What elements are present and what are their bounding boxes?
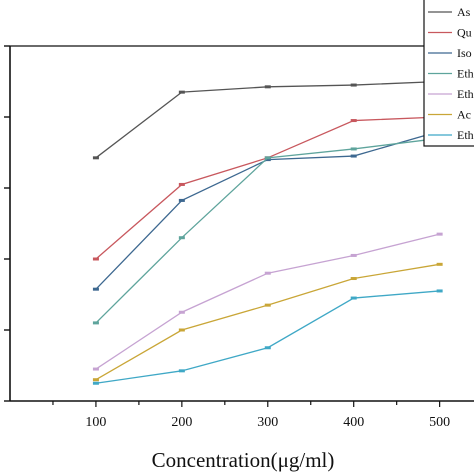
series-line (95, 263, 440, 381)
x-tick-label: 100 (85, 415, 106, 430)
legend-label: Ac (457, 108, 471, 122)
data-point (436, 289, 443, 293)
data-point (350, 147, 357, 151)
plot-frame (9, 45, 474, 402)
data-point (92, 367, 99, 371)
legend-label: Eth (457, 128, 474, 142)
series-4 (92, 136, 443, 325)
data-point (436, 262, 443, 266)
legend-label: Qu (457, 26, 472, 40)
x-axis-ticks: 100 200 300 400 500 (52, 401, 450, 430)
data-point (264, 85, 271, 89)
data-point (350, 296, 357, 300)
y-axis-ticks (4, 45, 10, 402)
data-point (92, 321, 99, 325)
data-point (92, 156, 99, 160)
data-point (350, 277, 357, 281)
data-point (436, 232, 443, 236)
data-point (350, 119, 357, 123)
series-layer (92, 80, 443, 385)
series-line (95, 116, 440, 260)
data-point (350, 83, 357, 87)
series-6 (92, 262, 443, 382)
data-point (92, 257, 99, 261)
data-point (92, 378, 99, 382)
data-point (92, 381, 99, 385)
series-5 (92, 232, 443, 371)
data-point (178, 198, 185, 202)
data-point (178, 328, 185, 332)
x-tick-label: 200 (171, 415, 192, 430)
data-point (178, 236, 185, 240)
data-point (264, 346, 271, 350)
data-point (178, 310, 185, 314)
data-point (264, 271, 271, 275)
data-point (350, 154, 357, 158)
legend-label: Eth (457, 67, 474, 81)
x-tick-label: 400 (343, 415, 364, 430)
data-point (350, 253, 357, 257)
data-point (178, 182, 185, 186)
data-point (264, 158, 271, 162)
x-tick-label: 500 (429, 415, 450, 430)
legend: As Qu Iso Eth Eth Ac Eth (423, 0, 474, 147)
legend-label: Iso (457, 46, 472, 60)
legend-label: Eth (457, 87, 474, 101)
data-point (92, 287, 99, 291)
legend-label: As (457, 5, 471, 19)
x-axis-title: Concentration(μg/ml) (152, 448, 335, 472)
data-point (178, 90, 185, 94)
x-tick-label: 300 (257, 415, 278, 430)
data-point (178, 369, 185, 373)
series-3 (92, 129, 443, 291)
data-point (264, 156, 271, 160)
series-line (95, 130, 440, 290)
series-7 (92, 289, 443, 385)
data-point (264, 303, 271, 307)
